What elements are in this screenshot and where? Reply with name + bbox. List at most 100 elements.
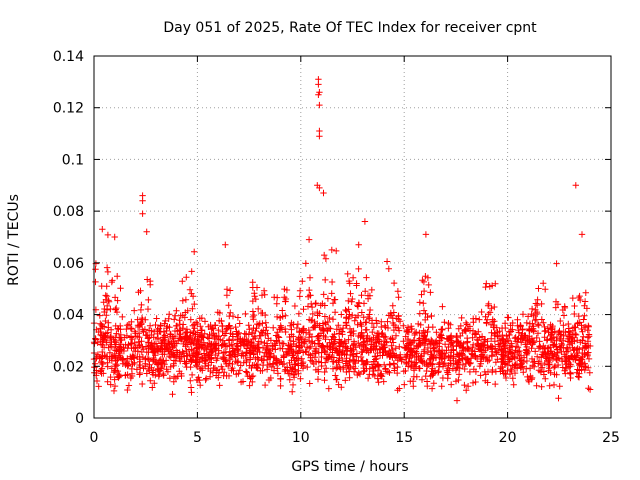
data-point (223, 292, 231, 299)
data-point (125, 341, 132, 348)
data-point (432, 354, 439, 362)
data-point (261, 381, 269, 389)
data-point (143, 228, 150, 235)
data-point (505, 314, 512, 321)
data-point (345, 297, 352, 305)
data-point (258, 328, 265, 336)
data-point (208, 348, 216, 355)
data-point (249, 378, 256, 386)
data-point (198, 326, 206, 334)
data-point (283, 351, 291, 358)
data-point (529, 362, 536, 369)
data-point (569, 334, 577, 341)
data-point (269, 361, 276, 368)
data-point (335, 349, 342, 357)
data-point (316, 322, 323, 329)
data-point (128, 325, 135, 333)
data-point (136, 341, 143, 349)
data-point (492, 380, 499, 388)
data-point (585, 333, 593, 340)
data-point (511, 364, 519, 371)
data-point (193, 362, 200, 369)
data-point (453, 397, 461, 404)
data-point (353, 350, 361, 357)
data-point (422, 310, 429, 317)
data-point (233, 371, 240, 378)
data-point (534, 321, 542, 328)
data-point (491, 303, 498, 311)
data-point (129, 353, 136, 360)
data-point (320, 291, 327, 298)
data-point (249, 335, 257, 343)
y-tick-label: 0.06 (53, 256, 84, 272)
data-point (566, 356, 573, 363)
data-point (484, 357, 491, 365)
data-point (567, 352, 575, 359)
data-point (147, 377, 154, 384)
data-point (470, 319, 477, 326)
data-point (256, 332, 263, 339)
data-point (322, 348, 329, 356)
data-point (542, 350, 550, 358)
data-point (411, 360, 418, 368)
data-point (516, 355, 523, 363)
data-point (115, 374, 122, 381)
data-point (113, 338, 120, 346)
data-point (550, 352, 557, 360)
data-point (463, 321, 471, 328)
data-point (405, 363, 412, 370)
data-point (342, 306, 349, 314)
data-point (234, 359, 241, 366)
data-point (207, 355, 214, 362)
data-point (418, 291, 425, 298)
data-point (103, 264, 111, 271)
data-point (476, 316, 483, 323)
data-point (239, 378, 247, 385)
data-point (488, 335, 495, 342)
data-point (146, 322, 154, 329)
data-point (332, 347, 339, 354)
data-point (200, 334, 207, 341)
data-point (350, 346, 357, 353)
data-point (537, 361, 545, 369)
data-point (280, 354, 287, 361)
data-point (150, 357, 157, 364)
data-point (384, 318, 391, 325)
data-point (488, 282, 496, 289)
data-point (531, 363, 538, 370)
data-point (368, 336, 375, 343)
data-point (556, 335, 563, 343)
data-point (410, 373, 418, 380)
data-point (253, 320, 261, 328)
data-point (401, 381, 408, 388)
data-point (404, 335, 412, 343)
data-point (136, 361, 143, 369)
data-point (339, 324, 347, 332)
data-point (132, 348, 139, 355)
data-point (315, 91, 322, 98)
data-point (182, 333, 189, 340)
data-point (491, 318, 498, 325)
data-point (514, 316, 521, 323)
data-point (369, 328, 376, 336)
data-point (147, 281, 154, 288)
data-point (212, 351, 219, 359)
data-point (285, 342, 292, 349)
data-point (237, 337, 244, 345)
data-point (123, 360, 131, 367)
data-point (347, 290, 354, 297)
y-tick-label: 0.14 (53, 49, 84, 65)
data-point (211, 335, 218, 343)
data-point (423, 378, 431, 385)
data-point (407, 378, 414, 385)
data-point (357, 334, 364, 341)
data-point (350, 357, 358, 364)
data-point (536, 343, 543, 350)
data-point (155, 325, 163, 332)
data-point (307, 354, 314, 361)
data-point (263, 324, 270, 331)
data-point (259, 320, 266, 327)
data-point (177, 312, 184, 319)
data-point (134, 333, 141, 340)
data-point (301, 336, 309, 343)
